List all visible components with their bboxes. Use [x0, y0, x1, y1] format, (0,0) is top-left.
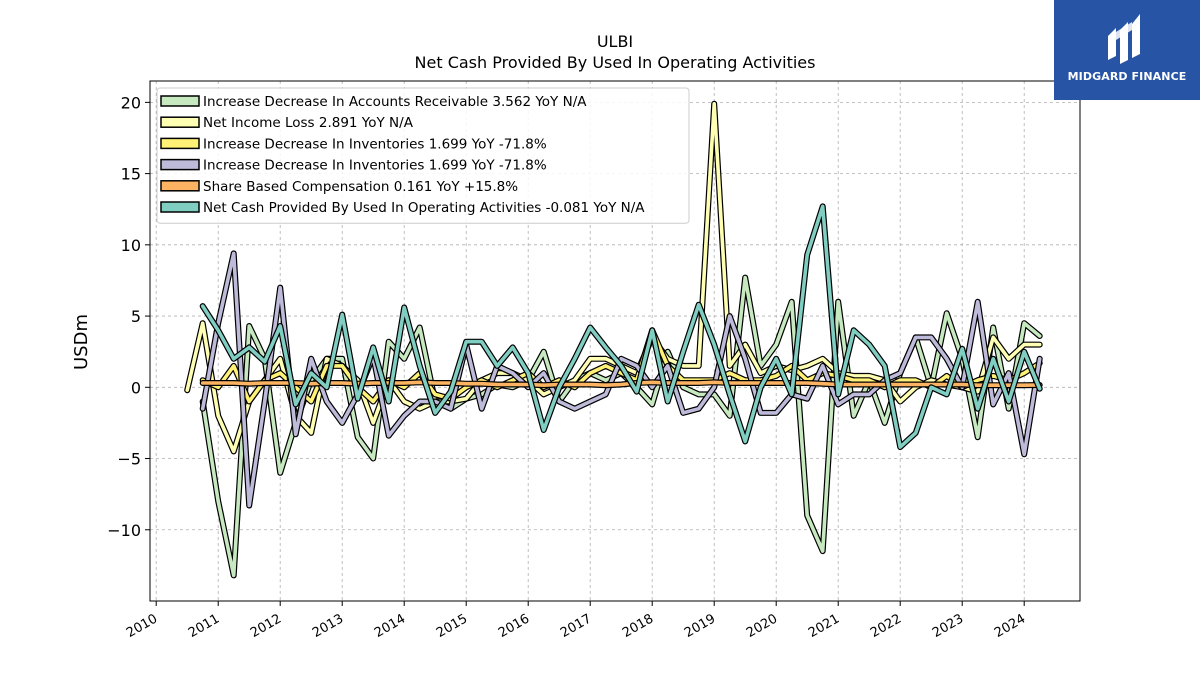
midgard-logo-icon: [1108, 14, 1140, 64]
legend-swatch: [160, 201, 200, 213]
series-3: [199, 250, 1043, 509]
legend-box: [156, 87, 690, 224]
legend-label: Share Based Compensation 0.161 YoY +15.8…: [203, 179, 518, 195]
series-lines: [184, 100, 1043, 579]
logo-text: MIDGARD FINANCE: [1067, 70, 1187, 83]
y-tick-label: 10: [121, 236, 141, 255]
series-4: [199, 379, 1043, 389]
legend-swatch: [160, 180, 200, 192]
y-tick-label: 20: [121, 93, 141, 112]
midgard-finance-logo: MIDGARD FINANCE: [1054, 0, 1200, 100]
series-line: [200, 380, 1042, 388]
legend-label: Increase Decrease In Accounts Receivable…: [203, 94, 587, 110]
chart-ticker: ULBI: [597, 32, 633, 51]
legend-label: Net Cash Provided By Used In Operating A…: [203, 200, 645, 216]
y-axis-label: USDm: [71, 314, 92, 370]
plot-frame: [149, 80, 1081, 602]
y-tick-label: 0: [131, 378, 141, 397]
y-tick-label: 15: [121, 165, 141, 184]
legend-swatch: [160, 158, 200, 171]
series-line: [200, 251, 1042, 508]
y-tick-label: −5: [117, 450, 141, 469]
series-5: [199, 203, 1043, 451]
legend-swatch: [160, 116, 200, 128]
chart-title: Net Cash Provided By Used In Operating A…: [415, 53, 816, 72]
legend-label: Increase Decrease In Inventories 1.699 Y…: [203, 158, 547, 174]
legend-swatch: [160, 95, 200, 107]
legend-swatch: [160, 137, 200, 150]
legend-label: Net Income Loss 2.891 YoY N/A: [203, 115, 414, 131]
series-2: [199, 327, 1043, 405]
y-tick-label: −10: [107, 521, 141, 540]
legend-label: Increase Decrease In Inventories 1.699 Y…: [203, 136, 547, 152]
series-1: [184, 100, 1043, 455]
legend: Increase Decrease In Accounts Receivable…: [156, 87, 690, 224]
series-line: [200, 328, 1042, 404]
series-line: [185, 102, 1042, 454]
y-tick-label: 5: [131, 307, 141, 326]
series-line: [200, 204, 1042, 449]
